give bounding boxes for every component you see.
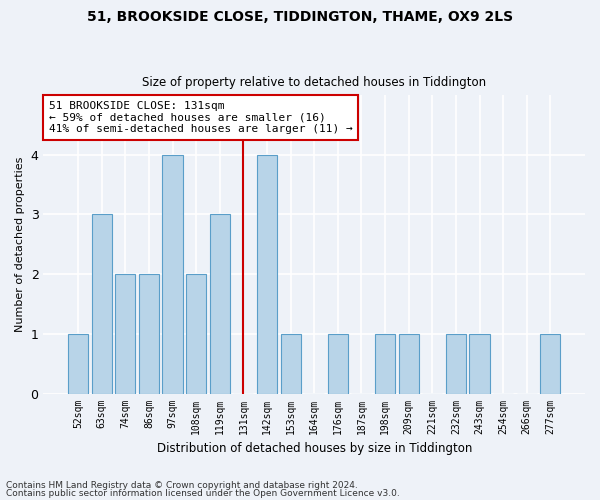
Bar — [257, 154, 277, 394]
Bar — [541, 334, 560, 394]
Bar — [139, 274, 159, 394]
Bar — [210, 214, 230, 394]
Bar — [115, 274, 136, 394]
Bar — [163, 154, 182, 394]
Text: 51 BROOKSIDE CLOSE: 131sqm
← 59% of detached houses are smaller (16)
41% of semi: 51 BROOKSIDE CLOSE: 131sqm ← 59% of deta… — [49, 101, 353, 134]
Bar — [328, 334, 348, 394]
Y-axis label: Number of detached properties: Number of detached properties — [15, 156, 25, 332]
Bar — [375, 334, 395, 394]
X-axis label: Distribution of detached houses by size in Tiddington: Distribution of detached houses by size … — [157, 442, 472, 455]
Bar — [92, 214, 112, 394]
Bar — [446, 334, 466, 394]
Bar — [469, 334, 490, 394]
Bar — [186, 274, 206, 394]
Bar — [68, 334, 88, 394]
Title: Size of property relative to detached houses in Tiddington: Size of property relative to detached ho… — [142, 76, 486, 90]
Bar — [281, 334, 301, 394]
Text: Contains public sector information licensed under the Open Government Licence v3: Contains public sector information licen… — [6, 488, 400, 498]
Text: 51, BROOKSIDE CLOSE, TIDDINGTON, THAME, OX9 2LS: 51, BROOKSIDE CLOSE, TIDDINGTON, THAME, … — [87, 10, 513, 24]
Bar — [398, 334, 419, 394]
Text: Contains HM Land Registry data © Crown copyright and database right 2024.: Contains HM Land Registry data © Crown c… — [6, 481, 358, 490]
